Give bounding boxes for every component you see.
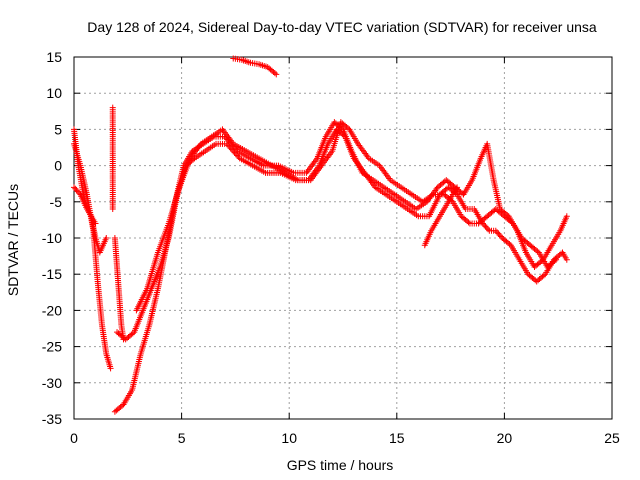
x-tick-label: 20	[497, 430, 513, 446]
data-point-fill	[481, 221, 488, 228]
data-point-fill	[235, 153, 242, 160]
data-point-fill	[540, 272, 547, 279]
y-tick-label: 0	[54, 158, 62, 174]
y-tick-label: -10	[42, 230, 62, 246]
data-point	[92, 220, 99, 227]
x-tick-label: 5	[178, 430, 186, 446]
data-point-fill	[231, 149, 238, 156]
x-tick-label: 10	[281, 430, 297, 446]
data-point-fill	[119, 402, 126, 409]
grid	[74, 57, 612, 419]
series-main-b	[114, 126, 570, 343]
x-tick-label: 25	[604, 430, 620, 446]
series-track-c	[71, 184, 99, 227]
data-point-fill	[508, 219, 515, 226]
data-point	[454, 184, 461, 191]
x-axis-label: GPS time / hours	[287, 457, 394, 473]
data-point-fill	[345, 125, 352, 132]
series-short-arc	[230, 55, 280, 78]
data-point-fill	[482, 223, 489, 230]
y-tick-label: -35	[42, 411, 62, 427]
data-point-fill	[495, 230, 502, 237]
data-point	[109, 206, 116, 213]
data-point-fill	[551, 257, 558, 264]
data-point	[492, 227, 499, 234]
data-point-fill	[226, 143, 233, 150]
data-point-fill	[129, 330, 136, 337]
y-tick-label: -30	[42, 375, 62, 391]
series-main-c	[133, 119, 560, 314]
data-point	[273, 71, 280, 78]
data-point-fill	[534, 248, 541, 255]
series-spike	[109, 104, 116, 213]
data-point	[107, 365, 114, 372]
data-point-fill	[225, 142, 232, 149]
series-low-arc	[421, 184, 461, 249]
data-point	[223, 140, 230, 147]
data-point-fill	[497, 233, 504, 240]
data-point-fill	[483, 224, 490, 231]
data-point-fill	[227, 145, 234, 152]
y-tick-label: 10	[46, 85, 62, 101]
data-point-fill	[232, 151, 239, 158]
data-point-fill	[485, 226, 492, 233]
data-point-fill	[494, 229, 501, 236]
axis-ticks: 0 5 10 15 20 25 15 10 5 0 -5 -10 -15 -20 -25 -30 -35	[42, 49, 620, 446]
data-point	[563, 256, 570, 263]
data-point-fill	[465, 219, 472, 226]
y-tick-label: -15	[42, 266, 62, 282]
x-tick-label: 15	[389, 430, 405, 446]
series-main-a	[111, 119, 570, 415]
data-point-fill	[72, 185, 79, 192]
data-point	[71, 184, 77, 191]
y-tick-label: -20	[42, 302, 62, 318]
data-point-fill	[459, 190, 466, 197]
data-point-fill	[228, 146, 235, 153]
data-point-fill	[76, 190, 83, 197]
data-point-fill	[74, 188, 81, 195]
data-point-fill	[558, 250, 565, 257]
data-point	[103, 235, 110, 241]
series-drop	[111, 235, 127, 343]
y-tick-label: 15	[46, 49, 62, 65]
data-point-fill	[73, 187, 80, 194]
data-series	[71, 55, 570, 415]
x-tick-label: 0	[70, 430, 78, 446]
data-point	[553, 256, 560, 263]
data-point-fill	[496, 232, 503, 239]
y-tick-label: -5	[50, 194, 63, 210]
chart-title: Day 128 of 2024, Sidereal Day-to-day VTE…	[87, 19, 597, 35]
data-point-fill	[230, 148, 237, 155]
data-point-fill	[271, 70, 278, 77]
data-point-fill	[234, 152, 241, 159]
data-point	[563, 213, 570, 220]
y-axis-label: SDTVAR / TECUs	[5, 184, 21, 296]
data-point-fill	[340, 132, 347, 139]
y-tick-label: 5	[54, 121, 62, 137]
data-point-fill	[506, 241, 513, 248]
y-tick-label: -25	[42, 339, 62, 355]
